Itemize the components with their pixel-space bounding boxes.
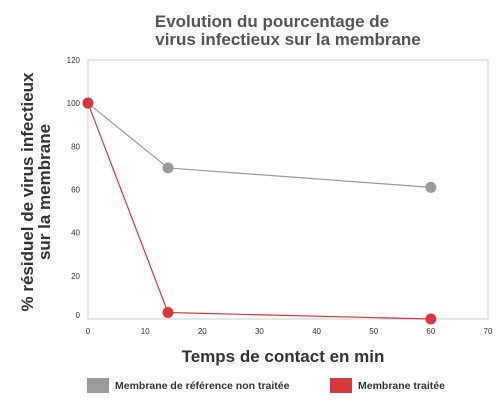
x-axis-ticks: 0 10 20 30 40 50 60 70 bbox=[86, 327, 493, 336]
data-point-1 bbox=[162, 307, 174, 319]
legend-label-reference: Membrane de référence non traitée bbox=[115, 380, 290, 392]
y-tick-label: 40 bbox=[71, 229, 80, 238]
y-tick-label: 0 bbox=[76, 311, 81, 320]
y-axis-ticks: 0 20 40 60 80 100 120 bbox=[67, 56, 81, 320]
data-point-0 bbox=[425, 181, 437, 193]
x-tick-label: 10 bbox=[141, 327, 150, 336]
x-tick-label: 0 bbox=[86, 327, 91, 336]
x-tick-label: 40 bbox=[312, 327, 321, 336]
y-tick-label: 120 bbox=[67, 56, 81, 65]
x-tick-label: 60 bbox=[426, 327, 435, 336]
y-axis-title-line-2: sur la membrane bbox=[35, 124, 54, 260]
data-point-1 bbox=[82, 97, 94, 109]
x-tick-label: 50 bbox=[369, 327, 378, 336]
x-axis-title: Temps de contact en min bbox=[182, 347, 385, 366]
data-point-0 bbox=[162, 162, 174, 174]
legend-swatch-treated bbox=[330, 378, 352, 393]
chart-title-line-1: Evolution du pourcentage de bbox=[155, 12, 389, 31]
y-tick-label: 80 bbox=[71, 142, 80, 151]
legend-swatch-reference bbox=[87, 378, 109, 393]
y-tick-label: 20 bbox=[71, 272, 80, 281]
y-tick-label: 100 bbox=[67, 99, 81, 108]
series-points bbox=[82, 97, 437, 325]
chart-title-line-2: virus infectieux sur la membrane bbox=[155, 30, 421, 49]
y-axis-title-line-1: % résiduel de virus infectieux bbox=[18, 72, 37, 312]
y-tick-label: 60 bbox=[71, 186, 80, 195]
x-tick-label: 20 bbox=[198, 327, 207, 336]
data-point-1 bbox=[425, 313, 437, 325]
legend: Membrane de référence non traitée Membra… bbox=[87, 378, 445, 393]
plot-area bbox=[87, 59, 489, 320]
legend-label-treated: Membrane traitée bbox=[358, 380, 445, 392]
x-tick-label: 70 bbox=[484, 327, 493, 336]
x-tick-label: 30 bbox=[255, 327, 264, 336]
